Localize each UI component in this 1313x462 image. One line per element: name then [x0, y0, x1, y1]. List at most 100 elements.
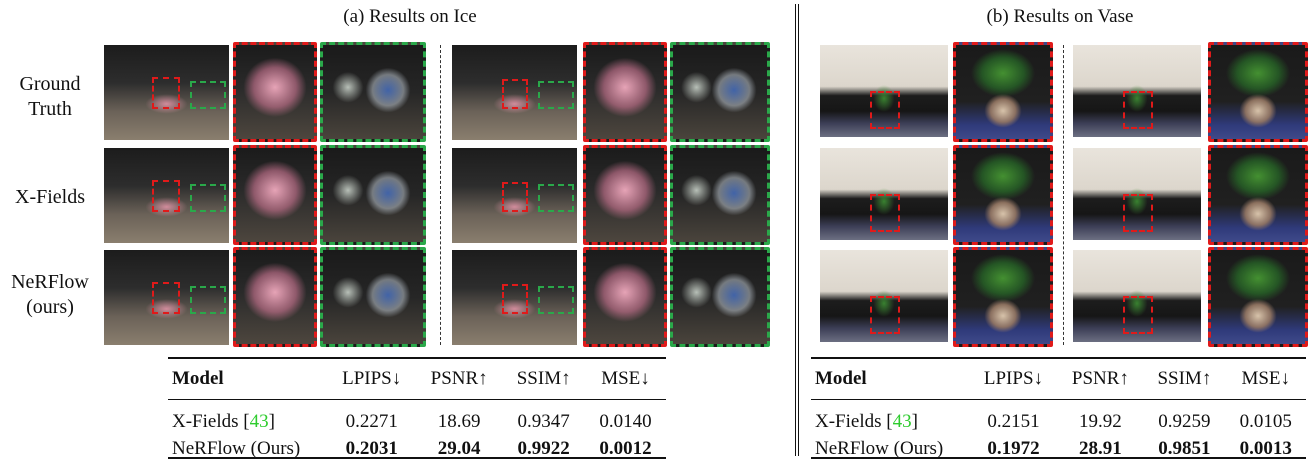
green-crop-marker [538, 81, 574, 109]
ice-gt-view1-image [104, 45, 229, 140]
mse-cell: 0.0140 [599, 410, 652, 432]
ssim-cell: 0.9922 [517, 437, 570, 459]
col-header-model: Model [815, 368, 867, 389]
col-header-lpips: LPIPS↓ [342, 368, 402, 389]
mse-cell: 0.0013 [1239, 437, 1292, 459]
ice-table-bottom-rule [168, 457, 666, 459]
psnr-cell: 29.04 [437, 437, 481, 459]
table-row: NeRFlow (Ours) 0.1972 28.91 0.9851 0.001… [811, 435, 1306, 462]
row-label-line: NeRFlow [11, 271, 89, 293]
mse-cell: 0.0105 [1239, 410, 1292, 432]
model-name: X-Fields [ [172, 410, 250, 432]
vase-nerflow-view1-image [820, 250, 948, 342]
ice-gt-view2-red-crop [583, 42, 667, 142]
table-row: NeRFlow (Ours) 0.2031 29.04 0.9922 0.001… [168, 435, 666, 462]
ice-gt-view2-image [452, 45, 577, 140]
ice-panel-title: (a) Results on Ice [343, 6, 477, 27]
ssim-cell: 0.9347 [517, 410, 570, 432]
lpips-cell: 0.2031 [345, 437, 398, 459]
mse-cell: 0.0012 [599, 437, 652, 459]
green-crop-marker [190, 286, 226, 314]
ice-nerflow-view1-image [104, 250, 229, 345]
green-crop-marker [190, 81, 226, 109]
ice-gt-view2-green-crop [670, 42, 770, 142]
row-label-nerflow: NeRFlow (ours) [0, 270, 100, 320]
ice-nerflow-view2-red-crop [583, 247, 667, 347]
red-crop-marker [152, 282, 180, 314]
vase-table-bottom-rule [811, 457, 1306, 459]
panel-separator [795, 4, 799, 456]
vase-nerflow-view2-red-crop [1208, 247, 1308, 347]
citation-bracket: ] [911, 410, 918, 432]
lpips-cell: 0.1972 [987, 437, 1040, 459]
col-header-psnr: PSNR↑ [1071, 368, 1129, 389]
red-crop-marker [870, 296, 900, 334]
red-crop-marker [1123, 91, 1153, 129]
ice-gt-view1-red-crop [233, 42, 317, 142]
view-divider [440, 45, 441, 345]
table-row: X-Fields [43] 0.2151 19.92 0.9259 0.0105 [811, 400, 1306, 436]
ice-nerflow-view2-image [452, 250, 577, 345]
vase-xfields-view1-image [820, 148, 948, 240]
row-label-line: (ours) [26, 296, 74, 318]
ice-gt-view1-green-crop [320, 42, 426, 142]
psnr-cell: 18.69 [437, 410, 481, 432]
red-crop-marker [502, 182, 528, 212]
lpips-cell: 0.2271 [345, 410, 398, 432]
col-header-mse: MSE↓ [1241, 368, 1291, 389]
col-header-ssim: SSIM↑ [1157, 368, 1212, 389]
citation-bracket: ] [268, 410, 275, 432]
col-header-mse: MSE↓ [601, 368, 650, 389]
model-cell: NeRFlow (Ours) [815, 437, 944, 459]
vase-xfields-view2-red-crop [1208, 145, 1308, 245]
red-crop-marker [1123, 194, 1153, 232]
ssim-cell: 0.9259 [1158, 410, 1211, 432]
ice-nerflow-view1-green-crop [320, 247, 426, 347]
green-crop-marker [538, 286, 574, 314]
ice-xfields-view1-green-crop [320, 145, 426, 245]
col-header-lpips: LPIPS↓ [983, 368, 1044, 389]
red-crop-marker [152, 180, 180, 212]
model-cell: X-Fields [43] [168, 400, 327, 436]
ice-xfields-view2-green-crop [670, 145, 770, 245]
vase-gt-view2-image [1073, 45, 1201, 137]
ice-xfields-view2-red-crop [583, 145, 667, 245]
vase-panel-title: (b) Results on Vase [986, 6, 1134, 27]
view-divider [1063, 45, 1064, 345]
table-row: X-Fields [43] 0.2271 18.69 0.9347 0.0140 [168, 400, 666, 436]
row-label-line: Ground [19, 73, 81, 95]
citation-link[interactable]: 43 [892, 410, 912, 432]
psnr-cell: 19.92 [1079, 410, 1122, 432]
ice-xfields-view1-red-crop [233, 145, 317, 245]
vase-results-table: Model LPIPS↓ PSNR↑ SSIM↑ MSE↓ X-Fields [… [811, 357, 1306, 462]
table-header-row: Model LPIPS↓ PSNR↑ SSIM↑ MSE↓ [811, 358, 1306, 400]
red-crop-marker [502, 79, 528, 109]
green-crop-marker [190, 184, 226, 212]
row-label-line: Truth [28, 98, 72, 120]
red-crop-marker [1123, 296, 1153, 334]
red-crop-marker [870, 91, 900, 129]
vase-gt-view2-red-crop [1208, 42, 1308, 142]
ice-xfields-view2-image [452, 148, 577, 243]
ssim-cell: 0.9851 [1158, 437, 1211, 459]
model-cell: NeRFlow (Ours) [172, 437, 301, 459]
vase-gt-view1-red-crop [953, 42, 1053, 142]
col-header-ssim: SSIM↑ [516, 368, 571, 389]
vase-gt-view1-image [820, 45, 948, 137]
ice-nerflow-view2-green-crop [670, 247, 770, 347]
row-label-xfields: X-Fields [0, 185, 100, 210]
model-name: X-Fields [ [815, 410, 893, 432]
green-crop-marker [538, 184, 574, 212]
row-label-line: X-Fields [15, 186, 85, 208]
row-label-ground-truth: Ground Truth [0, 72, 100, 122]
red-crop-marker [502, 284, 528, 314]
col-header-psnr: PSNR↑ [430, 368, 488, 389]
vase-nerflow-view1-red-crop [953, 247, 1053, 347]
ice-xfields-view1-image [104, 148, 229, 243]
col-header-model: Model [172, 368, 224, 389]
lpips-cell: 0.2151 [987, 410, 1040, 432]
table-header-row: Model LPIPS↓ PSNR↑ SSIM↑ MSE↓ [168, 358, 666, 400]
ice-nerflow-view1-red-crop [233, 247, 317, 347]
citation-link[interactable]: 43 [249, 410, 269, 432]
vase-nerflow-view2-image [1073, 250, 1201, 342]
